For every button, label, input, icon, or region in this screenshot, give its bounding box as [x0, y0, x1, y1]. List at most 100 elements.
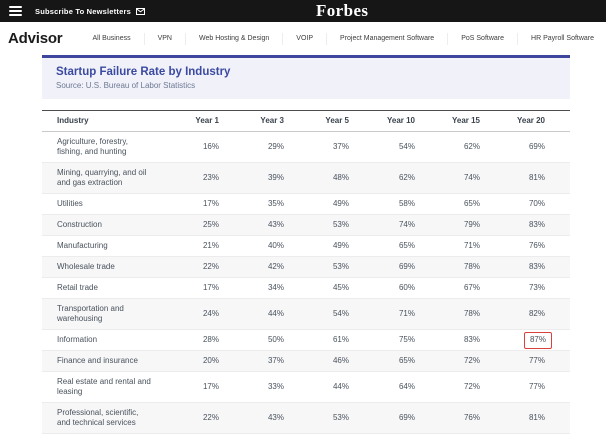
- column-header-industry: Industry: [42, 110, 174, 132]
- value-cell: 37%: [219, 350, 284, 372]
- value-cell: 44%: [219, 298, 284, 330]
- value-cell: 79%: [415, 214, 480, 236]
- value-cell: 69%: [349, 256, 415, 278]
- value-cell: 24%: [174, 298, 219, 330]
- table-row: Information 28% 50% 61% 75% 83% 87%: [42, 329, 570, 351]
- accent-underline: [42, 55, 570, 58]
- value-cell: 17%: [174, 371, 219, 403]
- value-cell: 70%: [480, 193, 570, 215]
- value-cell: 60%: [349, 277, 415, 299]
- value-cell: 40%: [219, 235, 284, 257]
- failure-rate-table: Industry Year 1 Year 3 Year 5 Year 10 Year 15…: [42, 110, 570, 434]
- value-cell: 64%: [349, 371, 415, 403]
- nav-item-all-business[interactable]: All Business: [92, 35, 131, 42]
- nav-item-separator: [326, 32, 328, 45]
- value-cell: 37%: [284, 131, 349, 163]
- value-cell: 71%: [349, 298, 415, 330]
- value-cell: 28%: [174, 329, 219, 351]
- value-cell: 54%: [284, 298, 349, 330]
- value-cell: 78%: [415, 256, 480, 278]
- page-title: Startup Failure Rate by Industry: [56, 66, 231, 78]
- title-panel: Startup Failure Rate by Industry Source:…: [42, 58, 570, 99]
- value-cell: 83%: [480, 214, 570, 236]
- value-cell: 76%: [415, 402, 480, 434]
- value-cell: 21%: [174, 235, 219, 257]
- value-cell: 33%: [219, 371, 284, 403]
- forbes-logo[interactable]: Forbes: [316, 1, 369, 20]
- table-row: Finance and insurance 20% 37% 46% 65% 72% 77%: [42, 350, 570, 372]
- table-row: Professional, scientific, and technical …: [42, 402, 570, 434]
- value-cell: 34%: [219, 277, 284, 299]
- value-cell: 50%: [219, 329, 284, 351]
- value-cell: 69%: [349, 402, 415, 434]
- value-cell: 74%: [349, 214, 415, 236]
- nav-item-hr-payroll-software[interactable]: HR Payroll Software: [531, 35, 595, 42]
- nav-item-separator: [185, 32, 186, 45]
- hamburger-menu-icon[interactable]: [9, 6, 22, 16]
- value-cell: 17%: [174, 277, 219, 299]
- value-cell: 43%: [219, 214, 284, 236]
- value-cell: 67%: [415, 277, 480, 299]
- main-content: Startup Failure Rate by Industry Source:…: [42, 55, 570, 434]
- nav-items: All Business VPN Web Hosting & Design VOIP P…: [79, 22, 606, 55]
- nav-item-project-management-software[interactable]: Project Management Software: [340, 35, 435, 42]
- value-cell: 77%: [480, 371, 570, 403]
- value-cell: 22%: [174, 256, 219, 278]
- value-cell: 46%: [284, 350, 349, 372]
- industry-cell: Finance and insurance: [42, 350, 174, 372]
- value-cell: 81%: [480, 162, 570, 194]
- value-cell: 71%: [415, 235, 480, 257]
- table-row: Manufacturing 21% 40% 49% 65% 71% 76%: [42, 235, 570, 257]
- value-cell: 22%: [174, 402, 219, 434]
- table-row: Construction 25% 43% 53% 74% 79% 83%: [42, 214, 570, 236]
- nav-item-vpn[interactable]: VPN: [157, 35, 172, 42]
- value-cell: 16%: [174, 131, 219, 163]
- value-cell: 53%: [284, 256, 349, 278]
- nav-item-pos-software[interactable]: PoS Software: [461, 35, 505, 42]
- industry-cell: Mining, quarrying, and oil and gas extra…: [42, 162, 174, 194]
- table-row: Transportation and warehousing 24% 44% 54% 7…: [42, 298, 570, 330]
- advisor-logo[interactable]: Advisor: [8, 30, 63, 47]
- value-cell: 72%: [415, 371, 480, 403]
- value-cell: 25%: [174, 214, 219, 236]
- table-row: Utilities 17% 35% 49% 58% 65% 70%: [42, 193, 570, 215]
- table-row: Mining, quarrying, and oil and gas extra…: [42, 162, 570, 194]
- top-bar: Subscribe To Newsletters Forbes: [0, 0, 606, 22]
- value-cell: 58%: [349, 193, 415, 215]
- value-cell: 23%: [174, 162, 219, 194]
- nav-bar: Advisor All Business VPN Web Hosting & Des…: [0, 22, 606, 55]
- value-cell: 76%: [480, 235, 570, 257]
- value-cell: 73%: [480, 277, 570, 299]
- industry-cell: Wholesale trade: [42, 256, 174, 278]
- value-cell: 53%: [284, 214, 349, 236]
- industry-cell: Utilities: [42, 193, 174, 215]
- value-cell: 69%: [480, 131, 570, 163]
- column-header-year-5: Year 5: [284, 110, 349, 132]
- nav-item-voip[interactable]: VOIP: [296, 35, 314, 42]
- nav-item-separator: [143, 32, 145, 45]
- value-cell: 48%: [284, 162, 349, 194]
- source-text: Source: U.S. Bureau of Labor Statistics: [56, 81, 196, 90]
- value-cell: 83%: [480, 256, 570, 278]
- value-cell: 43%: [219, 402, 284, 434]
- value-cell: 72%: [415, 350, 480, 372]
- column-header-year-3: Year 3: [219, 110, 284, 132]
- value-cell: 65%: [349, 235, 415, 257]
- value-cell: 74%: [415, 162, 480, 194]
- value-cell: 49%: [284, 235, 349, 257]
- table-row: Real estate and rental and leasing 17% 33%…: [42, 371, 570, 403]
- table-body: Agriculture, forestry, fishing, and hunt…: [42, 131, 570, 434]
- column-header-year-20: Year 20: [480, 110, 570, 132]
- nav-item-separator: [282, 32, 284, 45]
- industry-cell: Construction: [42, 214, 174, 236]
- value-cell: 44%: [284, 371, 349, 403]
- value-cell: 81%: [480, 402, 570, 434]
- value-cell: 35%: [219, 193, 284, 215]
- table-header-row: Industry Year 1 Year 3 Year 5 Year 10 Year 15…: [42, 110, 570, 132]
- industry-cell: Manufacturing: [42, 235, 174, 257]
- nav-item-web-hosting-design[interactable]: Web Hosting & Design: [199, 35, 270, 42]
- value-cell: 62%: [415, 131, 480, 163]
- subscribe-newsletters-link[interactable]: Subscribe To Newsletters: [35, 7, 145, 16]
- column-header-year-15: Year 15: [415, 110, 480, 132]
- value-cell: 82%: [480, 298, 570, 330]
